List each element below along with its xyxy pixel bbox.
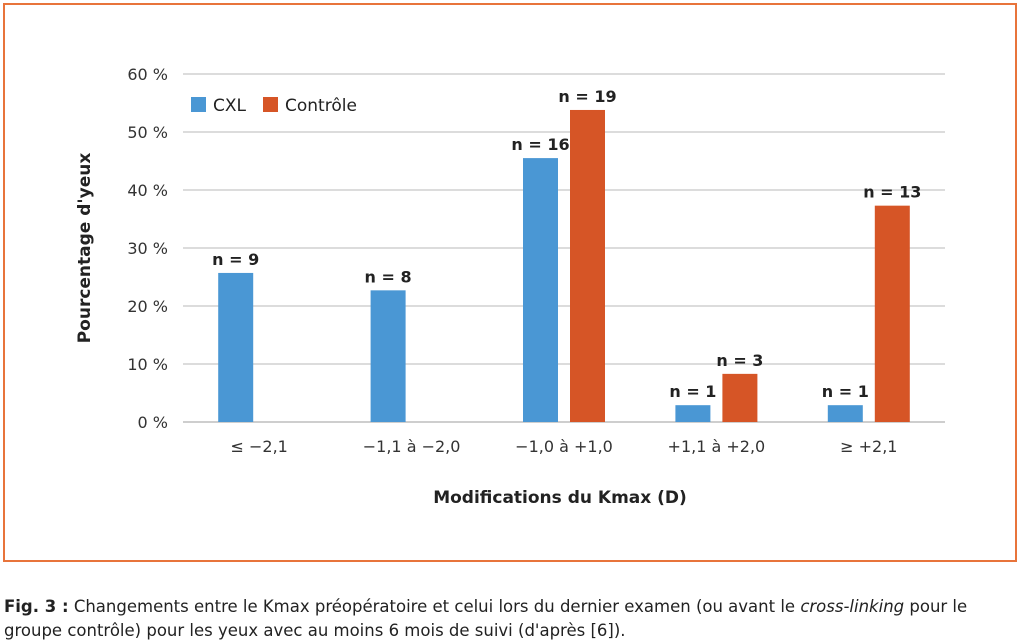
caption-label: Fig. 3 : [4,597,69,616]
figure-frame [3,3,1017,562]
legend-label: CXL [213,96,247,116]
figure-caption: Fig. 3 : Changements entre le Kmax préop… [4,595,1020,643]
y-tick-label: 40 % [127,181,168,200]
legend-swatch [191,97,206,112]
x-tick-label: −1,0 à +1,0 [515,437,613,456]
x-tick-label: ≤ −2,1 [231,437,288,456]
y-axis-title: Pourcentage d'yeux [75,153,95,344]
bar-cxl [675,405,711,422]
bar-chart: 0 % 10 % 20 % 30 % 40 % 50 % 60 % ≤ −2,1 n = 9 −1… [75,65,945,508]
data-label: n = 1 [669,382,716,401]
y-tick-label: 60 % [127,65,168,84]
bar-cxl [827,405,863,422]
caption-italic: cross-linking [800,597,905,616]
data-label: n = 3 [716,351,763,370]
y-tick-label: 10 % [127,355,168,374]
data-label: n = 8 [365,267,412,286]
data-label: n = 16 [511,135,569,154]
caption-text-before: Changements entre le Kmax préopératoire … [68,597,801,616]
bar-contrle [570,109,605,423]
x-tick-label: +1,1 à +2,0 [668,437,766,456]
bar-cxl [523,158,558,422]
bar-contrle [874,205,910,422]
y-tick-label: 30 % [127,239,168,258]
y-tick-label: 20 % [127,297,168,316]
bar-contrle [722,373,758,422]
legend-swatch [263,97,278,112]
bar-cxl [218,272,254,422]
y-tick-label: 0 % [138,413,168,432]
y-tick-label: 50 % [127,123,168,142]
x-tick-label: −1,1 à −2,0 [363,437,461,456]
x-axis-title: Modifications du Kmax (D) [433,488,687,508]
x-tick-label: ≥ +2,1 [840,437,897,456]
bar-cxl [370,290,406,422]
data-label: n = 9 [212,250,259,269]
data-label: n = 13 [863,183,921,202]
legend-label: Contrôle [285,96,357,116]
caption-text-after: pour le groupe contrôle) pour les yeux a… [4,597,968,640]
data-label: n = 1 [822,382,869,401]
data-label: n = 19 [558,87,616,106]
